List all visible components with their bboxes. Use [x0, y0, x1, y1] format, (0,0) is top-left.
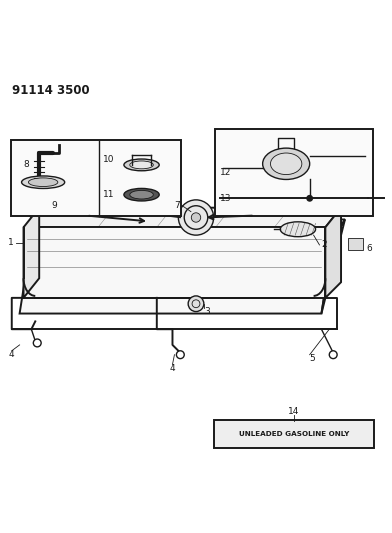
Ellipse shape	[124, 188, 159, 201]
Polygon shape	[31, 220, 345, 239]
Text: 12: 12	[220, 168, 231, 177]
Circle shape	[191, 213, 201, 222]
Text: 8: 8	[24, 160, 29, 169]
FancyBboxPatch shape	[214, 420, 374, 448]
FancyBboxPatch shape	[348, 238, 363, 249]
Polygon shape	[325, 208, 341, 298]
Ellipse shape	[22, 176, 65, 189]
Ellipse shape	[270, 153, 302, 175]
Polygon shape	[321, 220, 345, 313]
Text: 11: 11	[103, 190, 114, 199]
Text: 4: 4	[9, 350, 15, 359]
Circle shape	[176, 351, 184, 359]
Text: 13: 13	[220, 194, 231, 203]
Circle shape	[307, 196, 312, 201]
Ellipse shape	[280, 222, 316, 237]
Text: 14: 14	[288, 407, 300, 416]
Ellipse shape	[130, 190, 153, 199]
Ellipse shape	[28, 178, 58, 187]
Text: 7: 7	[174, 201, 180, 210]
Text: 6: 6	[367, 244, 372, 253]
Ellipse shape	[263, 148, 310, 180]
Ellipse shape	[130, 161, 153, 169]
FancyBboxPatch shape	[215, 128, 373, 216]
Text: 91114 3500: 91114 3500	[12, 84, 89, 97]
Circle shape	[178, 200, 214, 235]
Text: 2: 2	[321, 240, 327, 249]
Text: UNLEADED GASOLINE ONLY: UNLEADED GASOLINE ONLY	[239, 431, 349, 437]
Text: 10: 10	[103, 155, 114, 164]
Polygon shape	[24, 227, 325, 298]
Circle shape	[33, 339, 41, 347]
Polygon shape	[24, 208, 39, 298]
FancyBboxPatch shape	[11, 140, 181, 216]
Text: 3: 3	[204, 307, 210, 316]
Polygon shape	[24, 208, 341, 227]
Text: 1: 1	[8, 238, 14, 247]
Text: 9: 9	[51, 200, 57, 209]
Text: 4: 4	[170, 364, 175, 373]
Circle shape	[329, 351, 337, 359]
Text: 5: 5	[310, 354, 316, 363]
Ellipse shape	[124, 159, 159, 171]
Polygon shape	[20, 239, 333, 313]
Circle shape	[188, 296, 204, 312]
